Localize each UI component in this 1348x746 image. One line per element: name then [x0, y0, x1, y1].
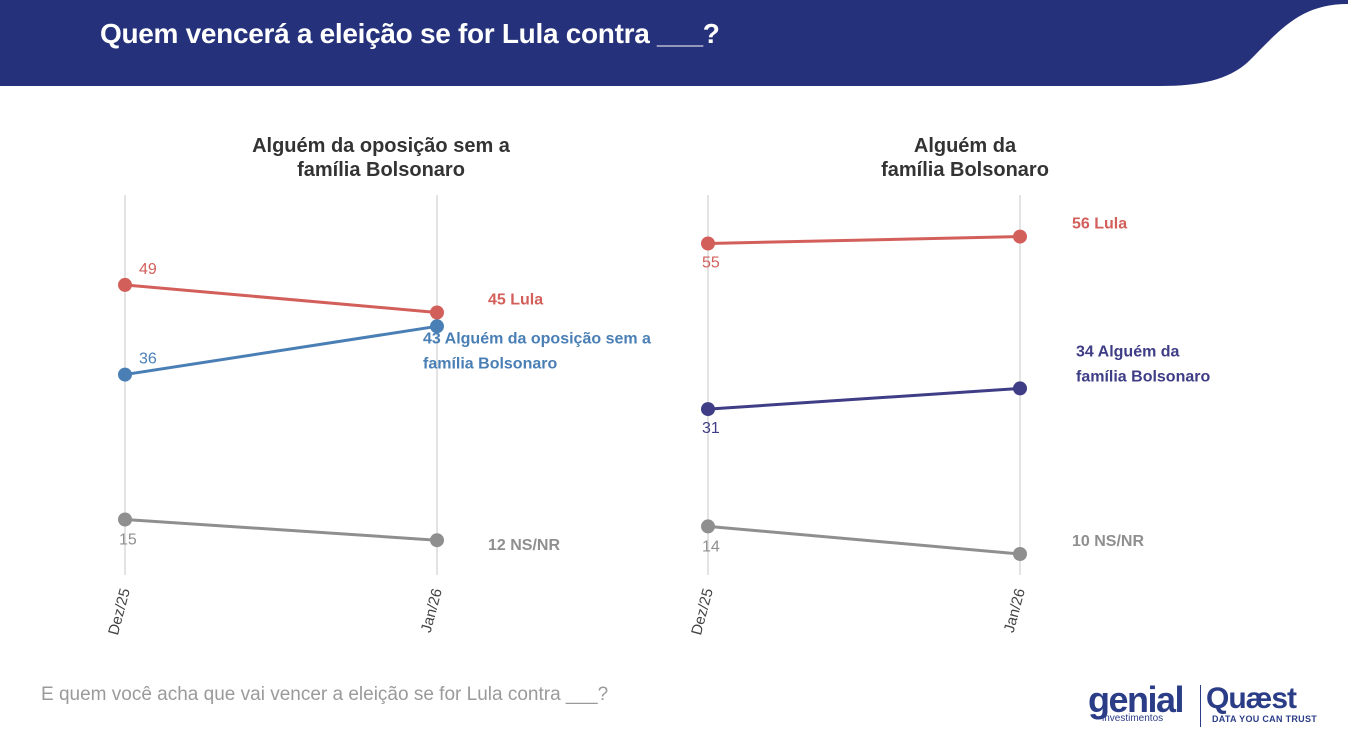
data-label-start: 55 — [702, 255, 720, 272]
data-point-nsnr — [701, 519, 715, 534]
series-line-nsnr — [707, 524, 1021, 556]
chart-title-bolsonaro-family: Alguém da família Bolsonaro — [780, 134, 1150, 182]
data-label-start: 36 — [139, 351, 157, 368]
x-tick-label: Dez/25 — [105, 587, 134, 637]
data-point-opposition — [430, 319, 444, 334]
quaest-logo-subtitle: DATA YOU CAN TRUST — [1212, 714, 1318, 724]
header-banner: Quem vencerá a eleição se for Lula contr… — [0, 0, 1348, 90]
data-label-end: família Bolsonaro — [1076, 368, 1210, 385]
data-label-end: 56 Lula — [1072, 216, 1127, 233]
data-label-end: 10 NS/NR — [1072, 533, 1144, 550]
data-label-start: 15 — [119, 532, 137, 549]
survey-question: E quem você acha que vai vencer a eleiçã… — [41, 684, 609, 705]
brand-logos: genial investimentos Quæst DATA YOU CAN … — [1088, 681, 1318, 731]
series-line-bolsonaro_family — [707, 386, 1021, 411]
x-tick-label: Jan/26 — [418, 587, 446, 635]
data-point-nsnr — [1013, 547, 1027, 561]
page-title: Quem vencerá a eleição se for Lula contr… — [100, 18, 720, 49]
chart-title-line: Alguém da — [913, 135, 1017, 157]
chart-title-line: família Bolsonaro — [297, 159, 465, 181]
chart-title-line: família Bolsonaro — [881, 159, 1049, 181]
series-line-nsnr — [124, 518, 438, 542]
genial-logo: genial — [1088, 679, 1185, 720]
data-point-lula — [701, 236, 715, 251]
quaest-logo: Quæst — [1206, 682, 1297, 715]
data-label-end: 12 NS/NR — [488, 537, 560, 554]
data-point-opposition — [118, 367, 132, 382]
x-tick-label: Jan/26 — [1001, 587, 1029, 635]
header-background — [0, 0, 1348, 86]
data-label-end: 43 Alguém da oposição sem a — [423, 330, 651, 347]
data-label-end: 45 Lula — [488, 292, 543, 309]
data-point-lula — [1013, 229, 1027, 244]
data-point-bolsonaro_family — [701, 402, 715, 417]
data-point-nsnr — [430, 533, 444, 548]
series-line-lula — [124, 283, 438, 314]
data-point-lula — [430, 305, 444, 320]
data-label-end: 34 Alguém da — [1076, 343, 1180, 360]
chart-title-line: Alguém da oposição sem a — [252, 135, 510, 157]
chart-title-opposition: Alguém da oposição sem a família Bolsona… — [191, 134, 571, 182]
series-line-opposition — [124, 324, 438, 377]
genial-logo-subtitle: investimentos — [1102, 713, 1164, 724]
data-point-nsnr — [118, 512, 132, 527]
data-point-bolsonaro_family — [1013, 381, 1027, 396]
x-tick-label: Dez/25 — [688, 587, 717, 637]
data-label-start: 31 — [702, 420, 720, 437]
logo-divider — [1200, 685, 1201, 727]
data-label-end: família Bolsonaro — [423, 355, 557, 372]
data-label-start: 14 — [702, 538, 720, 555]
data-label-start: 49 — [139, 261, 157, 278]
data-point-lula — [118, 277, 132, 292]
series-line-lula — [707, 235, 1021, 245]
